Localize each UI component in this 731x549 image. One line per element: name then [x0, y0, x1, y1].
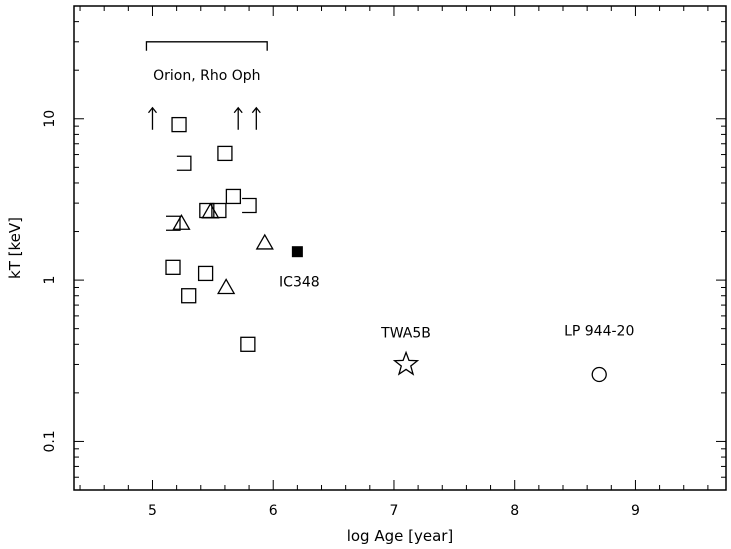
x-tick-label: 6: [269, 503, 278, 519]
arrow-head: [147, 106, 157, 114]
point-label: TWA5B: [380, 325, 431, 341]
point-label: LP 944-20: [564, 323, 634, 339]
y-tick-label: 1: [42, 276, 58, 285]
up-arrow-point: [251, 106, 261, 130]
open-triangle-point: [217, 278, 236, 295]
range-bracket: [145, 41, 268, 51]
filled-square-point: [291, 246, 303, 258]
arrow-head: [233, 106, 243, 114]
x-axis-label: log Age [year]: [347, 527, 454, 545]
open-square-point: [197, 265, 214, 282]
range-bracket-label: Orion, Rho Oph: [153, 68, 260, 84]
x-tick-label: 7: [390, 503, 399, 519]
open-square-point: [225, 188, 242, 205]
open-square-point: [240, 336, 256, 352]
up-arrow-point: [147, 106, 157, 130]
open-square-point: [217, 145, 233, 162]
open-circle-point: [591, 366, 607, 383]
open-square-point: [165, 259, 181, 275]
open-triangle-point: [255, 233, 274, 250]
annotations: IC348 TWA5B LP 944-20 Orion, Rho Oph: [145, 41, 634, 341]
point-label: IC348: [279, 275, 320, 291]
open-square-point: [171, 116, 187, 133]
partial-square-point: [176, 155, 192, 171]
data-marks: [147, 106, 607, 383]
x-tick-label: 8: [510, 503, 519, 519]
open-triangle-point: [172, 213, 191, 230]
plot-frame: [73, 5, 727, 491]
arrow-head: [251, 106, 261, 114]
axis-tick-labels: 5 6 7 8 9 0.1 1 10: [42, 110, 640, 519]
y-tick-label: 0.1: [42, 430, 58, 452]
up-arrow-point: [233, 106, 243, 130]
y-axis-label: kT [keV]: [6, 217, 24, 279]
y-tick-label: 10: [42, 110, 58, 128]
x-tick-label: 5: [148, 503, 157, 519]
open-triangle-point: [201, 202, 220, 219]
open-star-point: [392, 350, 420, 376]
x-tick-label: 9: [631, 503, 640, 519]
partial-square-point: [242, 197, 257, 214]
partial-square-point: [166, 215, 181, 231]
open-square-point: [181, 288, 197, 304]
axis-ticks: [74, 5, 726, 491]
